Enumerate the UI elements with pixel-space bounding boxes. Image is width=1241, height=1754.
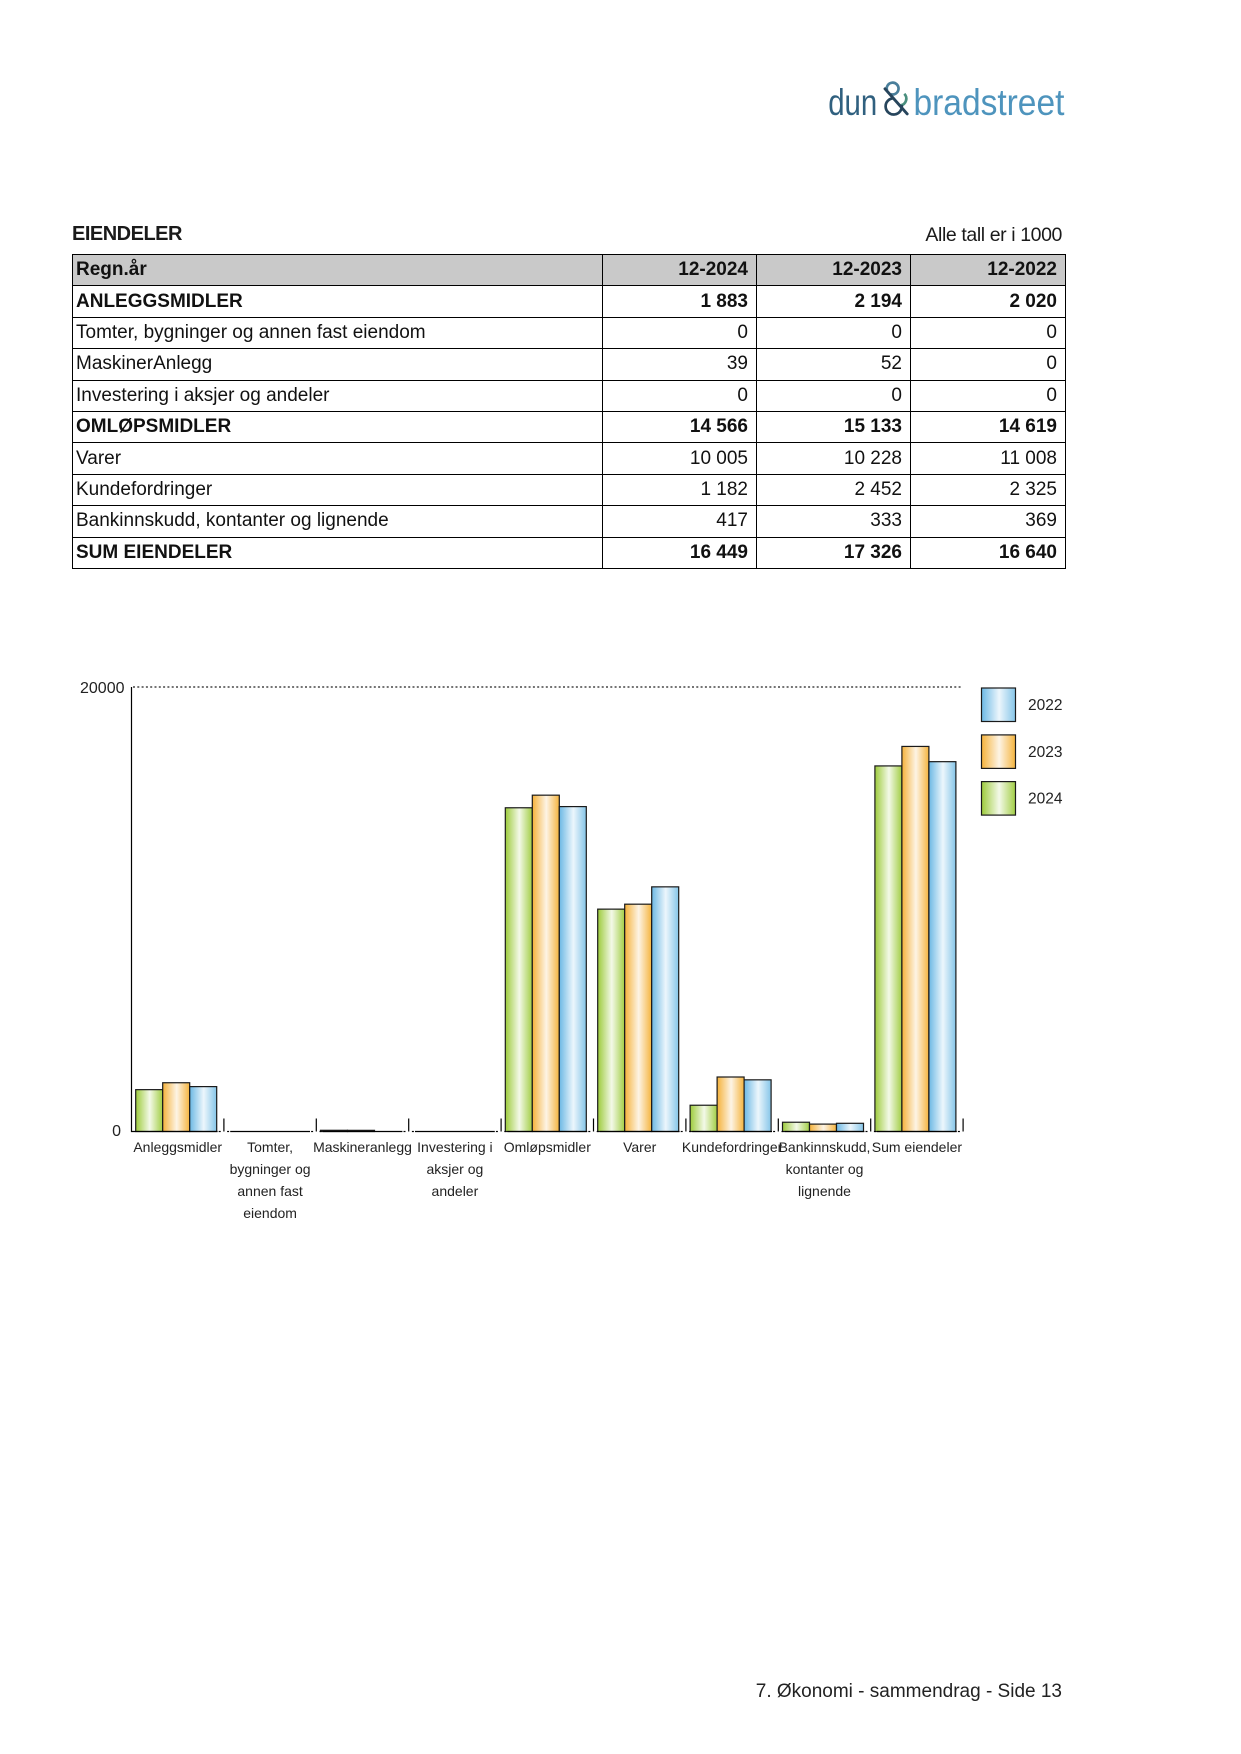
svg-text:Kundefordringer: Kundefordringer [682,1139,783,1155]
svg-text:20000: 20000 [80,680,125,697]
svg-text:2022: 2022 [1028,697,1062,714]
svg-text:Maskineranlegg: Maskineranlegg [313,1139,412,1155]
svg-text:dun: dun [828,83,877,124]
svg-text:Omløpsmidler: Omløpsmidler [504,1139,591,1155]
svg-text:Anleggsmidler: Anleggsmidler [133,1139,222,1155]
svg-text:0: 0 [112,1123,121,1140]
svg-text:2024: 2024 [1028,791,1063,808]
svg-text:Varer: Varer [623,1139,657,1155]
svg-text:Sum eiendeler: Sum eiendeler [872,1139,963,1155]
svg-text:2023: 2023 [1028,744,1062,761]
svg-text:bradstreet: bradstreet [914,82,1065,123]
